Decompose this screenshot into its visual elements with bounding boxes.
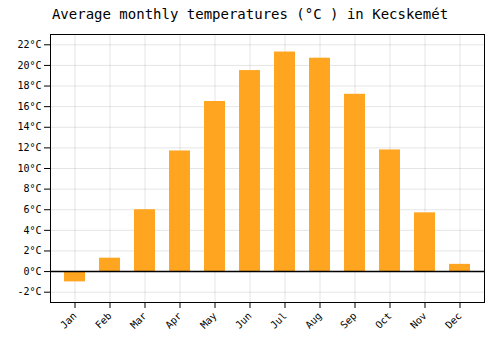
svg-text:-2°C: -2°C bbox=[17, 286, 41, 297]
svg-text:2°C: 2°C bbox=[23, 245, 41, 256]
svg-text:10°C: 10°C bbox=[17, 163, 41, 174]
svg-text:12°C: 12°C bbox=[17, 142, 41, 153]
svg-text:20°C: 20°C bbox=[17, 60, 41, 71]
svg-text:6°C: 6°C bbox=[23, 204, 41, 215]
svg-text:0°C: 0°C bbox=[23, 266, 41, 277]
svg-text:Aug: Aug bbox=[303, 310, 324, 331]
svg-text:Dec: Dec bbox=[443, 310, 464, 331]
svg-text:Feb: Feb bbox=[93, 310, 114, 331]
svg-text:4°C: 4°C bbox=[23, 225, 41, 236]
svg-text:18°C: 18°C bbox=[17, 80, 41, 91]
html-text:Average monthly temperatures (: Average monthly temperatures (°C ) in Ke… bbox=[51, 6, 449, 22]
svg-text:Jan: Jan bbox=[58, 310, 79, 331]
svg-text:Jun: Jun bbox=[233, 310, 254, 331]
svg-text:Nov: Nov bbox=[408, 310, 429, 331]
svg-text:Jul: Jul bbox=[268, 310, 289, 331]
svg-text:Sep: Sep bbox=[338, 310, 359, 331]
svg-text:Apr: Apr bbox=[163, 310, 184, 331]
svg-text:May: May bbox=[198, 310, 219, 331]
svg-text:Mar: Mar bbox=[128, 310, 149, 331]
svg-text:22°C: 22°C bbox=[17, 39, 41, 50]
svg-text:14°C: 14°C bbox=[17, 121, 41, 132]
svg-text:16°C: 16°C bbox=[17, 101, 41, 112]
svg-text:8°C: 8°C bbox=[23, 183, 41, 194]
svg-text:Oct: Oct bbox=[373, 310, 394, 331]
